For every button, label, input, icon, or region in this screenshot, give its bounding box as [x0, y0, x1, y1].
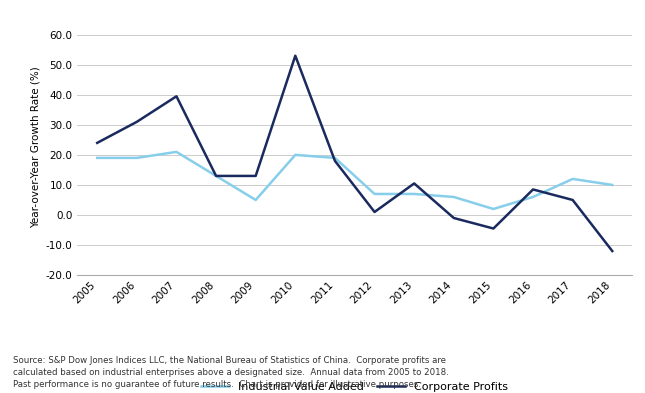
- Y-axis label: Year-over-Year Growth Rate (%): Year-over-Year Growth Rate (%): [30, 66, 40, 228]
- Legend: Industrial Value Added, Corporate Profits: Industrial Value Added, Corporate Profit…: [197, 378, 513, 393]
- Text: Source: S&P Dow Jones Indices LLC, the National Bureau of Statistics of China.  : Source: S&P Dow Jones Indices LLC, the N…: [13, 356, 449, 389]
